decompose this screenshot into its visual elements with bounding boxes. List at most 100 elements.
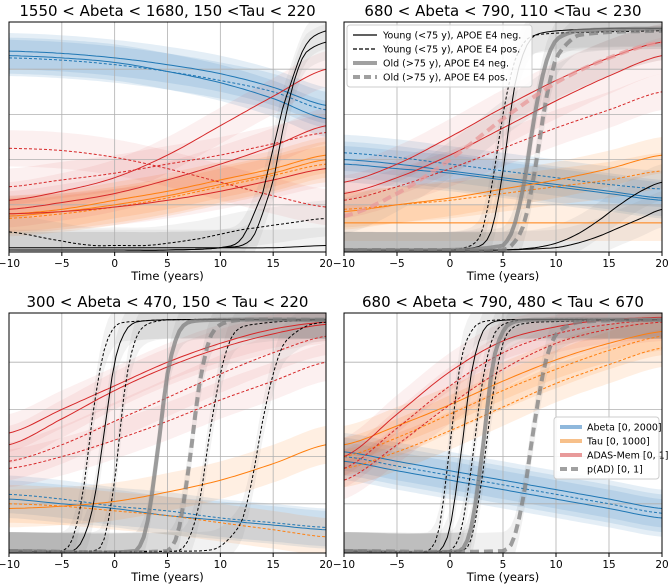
series-line-tau-3 (344, 154, 662, 213)
band-p-ad--14 (344, 313, 662, 553)
series-line-abeta-2 (344, 460, 662, 519)
legend-box (346, 24, 533, 88)
series-line-p-ad--13 (344, 26, 662, 252)
panel-title: 680 < Abeta < 790, 110 <Tau < 230 (364, 2, 641, 20)
x-tick-label: 20 (319, 258, 332, 270)
x-tick-label: 15 (266, 559, 279, 571)
band-p-ad--13 (344, 313, 662, 553)
x-tick-label: 20 (655, 559, 668, 571)
plot-content (344, 313, 662, 553)
band-p-ad--14 (9, 313, 326, 553)
x-tick-label: 5 (500, 258, 507, 270)
plot-content (344, 22, 662, 252)
x-tick-label: 0 (447, 258, 454, 270)
series-line-abeta-1 (9, 55, 326, 120)
series-line-adas-mem-8 (344, 91, 662, 201)
x-tick-label: 0 (111, 258, 118, 270)
x-tick-label: 20 (655, 258, 668, 270)
series-line-tau-4 (344, 335, 662, 458)
x-tick-label: −10 (0, 559, 20, 571)
series-line-tau-3 (9, 503, 326, 538)
x-tick-label: −5 (54, 258, 69, 270)
series-line-p-ad--11 (344, 318, 662, 553)
series-line-abeta-1 (344, 456, 662, 514)
band-p-ad--11 (344, 313, 662, 553)
panel-title: 1550 < Abeta < 1680, 150 <Tau < 220 (19, 2, 315, 20)
series-line-tau-5 (9, 163, 326, 219)
x-tick-label: 0 (447, 559, 454, 571)
legend-label: Old (>75 y), APOE E4 pos. (383, 73, 508, 84)
panel-title: 300 < Abeta < 470, 150 < Tau < 220 (27, 293, 309, 311)
band-p-ad--12 (9, 313, 326, 553)
legend-label: Tau [0, 1000] (586, 437, 650, 448)
x-tick-label: 5 (164, 258, 171, 270)
series-line-abeta-2 (344, 163, 662, 201)
series-line-abeta-1 (9, 493, 326, 528)
series-line-adas-mem-7 (344, 319, 662, 469)
band-p-ad--9 (9, 313, 326, 553)
x-tick-label: 15 (602, 559, 615, 571)
x-tick-label: 5 (164, 559, 171, 571)
legend-box (553, 416, 660, 480)
band-adas-mem-8 (344, 313, 662, 500)
panel-bottom-left: −10 −5 0 5 10 15 20 300 < Abeta < 470, 150 < Ta… (0, 293, 333, 584)
plot-content (9, 22, 326, 252)
series-line-abeta-0 (9, 50, 326, 106)
band-adas-mem-5 (9, 313, 326, 464)
x-axis-label: Time (years) (466, 269, 539, 283)
series-line-abeta-0 (9, 498, 326, 531)
x-tick-label: 10 (549, 258, 562, 270)
x-axis-label: Time (years) (466, 570, 539, 584)
panel-top-left: −10 −5 0 5 10 15 20 1550 < Abeta < 1680, 150 <T… (0, 2, 333, 283)
x-tick-label: −10 (0, 258, 20, 270)
x-tick-label: −5 (389, 258, 404, 270)
series-line-p-ad--14 (9, 245, 326, 249)
band-p-ad--9 (344, 22, 662, 252)
plot-content (9, 313, 326, 553)
series-line-adas-mem-7 (9, 361, 326, 469)
series-line-adas-mem-6 (9, 68, 326, 201)
band-p-ad--10 (344, 313, 662, 553)
series-line-tau-3 (344, 331, 662, 446)
series-line-abeta-0 (344, 451, 662, 509)
band-p-ad--9 (344, 313, 662, 553)
x-tick-label: 5 (500, 559, 507, 571)
x-tick-label: −10 (333, 559, 355, 571)
band-p-ad--14 (344, 22, 662, 252)
x-tick-label: 0 (111, 559, 118, 571)
panel-bottom-right: −10 −5 0 5 10 15 20 680 < Abeta < 790, 480 < Ta… (333, 293, 668, 584)
legend-label: Young (<75 y), APOE E4 neg. (382, 31, 521, 42)
legend-label: Old (>75 y), APOE E4 neg. (383, 59, 509, 70)
series-line-adas-mem-7 (9, 125, 326, 210)
legend-label: ADAS-Mem [0, 1] (587, 451, 668, 462)
series-line-tau-4 (344, 170, 662, 210)
series-line-tau-4 (9, 154, 326, 215)
series-line-p-ad--12 (9, 41, 326, 251)
panel-title: 680 < Abeta < 790, 480 < Tau < 670 (362, 293, 644, 311)
legend-label: Young (<75 y), APOE E4 pos. (382, 45, 520, 56)
x-axis-label: Time (years) (130, 570, 203, 584)
x-tick-label: −5 (389, 559, 404, 571)
series-line-adas-mem-6 (9, 335, 326, 462)
series-line-adas-mem-15 (344, 40, 662, 219)
x-tick-label: −5 (54, 559, 69, 571)
band-p-ad--13 (344, 22, 662, 252)
x-tick-label: 10 (549, 559, 562, 571)
band-p-ad--11 (344, 164, 662, 252)
series-line-adas-mem-7 (344, 55, 662, 194)
series-line-adas-mem-9 (9, 147, 326, 208)
x-axis-label: Time (years) (130, 269, 203, 283)
series-line-p-ad--14 (344, 28, 662, 252)
panel-top-right: −10 −5 0 5 10 15 20 680 < Abeta < 790, 110 <Tau… (333, 2, 668, 283)
legend-label: Abeta [0, 2000] (587, 423, 662, 434)
band-p-ad--10 (344, 22, 662, 252)
x-tick-label: 10 (214, 258, 227, 270)
x-tick-label: 20 (319, 559, 332, 571)
series-line-abeta-2 (9, 57, 326, 111)
x-tick-label: −10 (333, 258, 355, 270)
band-p-ad--12 (344, 191, 662, 252)
band-adas-mem-4 (9, 313, 326, 452)
legend-label: p(AD) [0, 1] (587, 465, 643, 476)
x-tick-label: 15 (602, 258, 615, 270)
